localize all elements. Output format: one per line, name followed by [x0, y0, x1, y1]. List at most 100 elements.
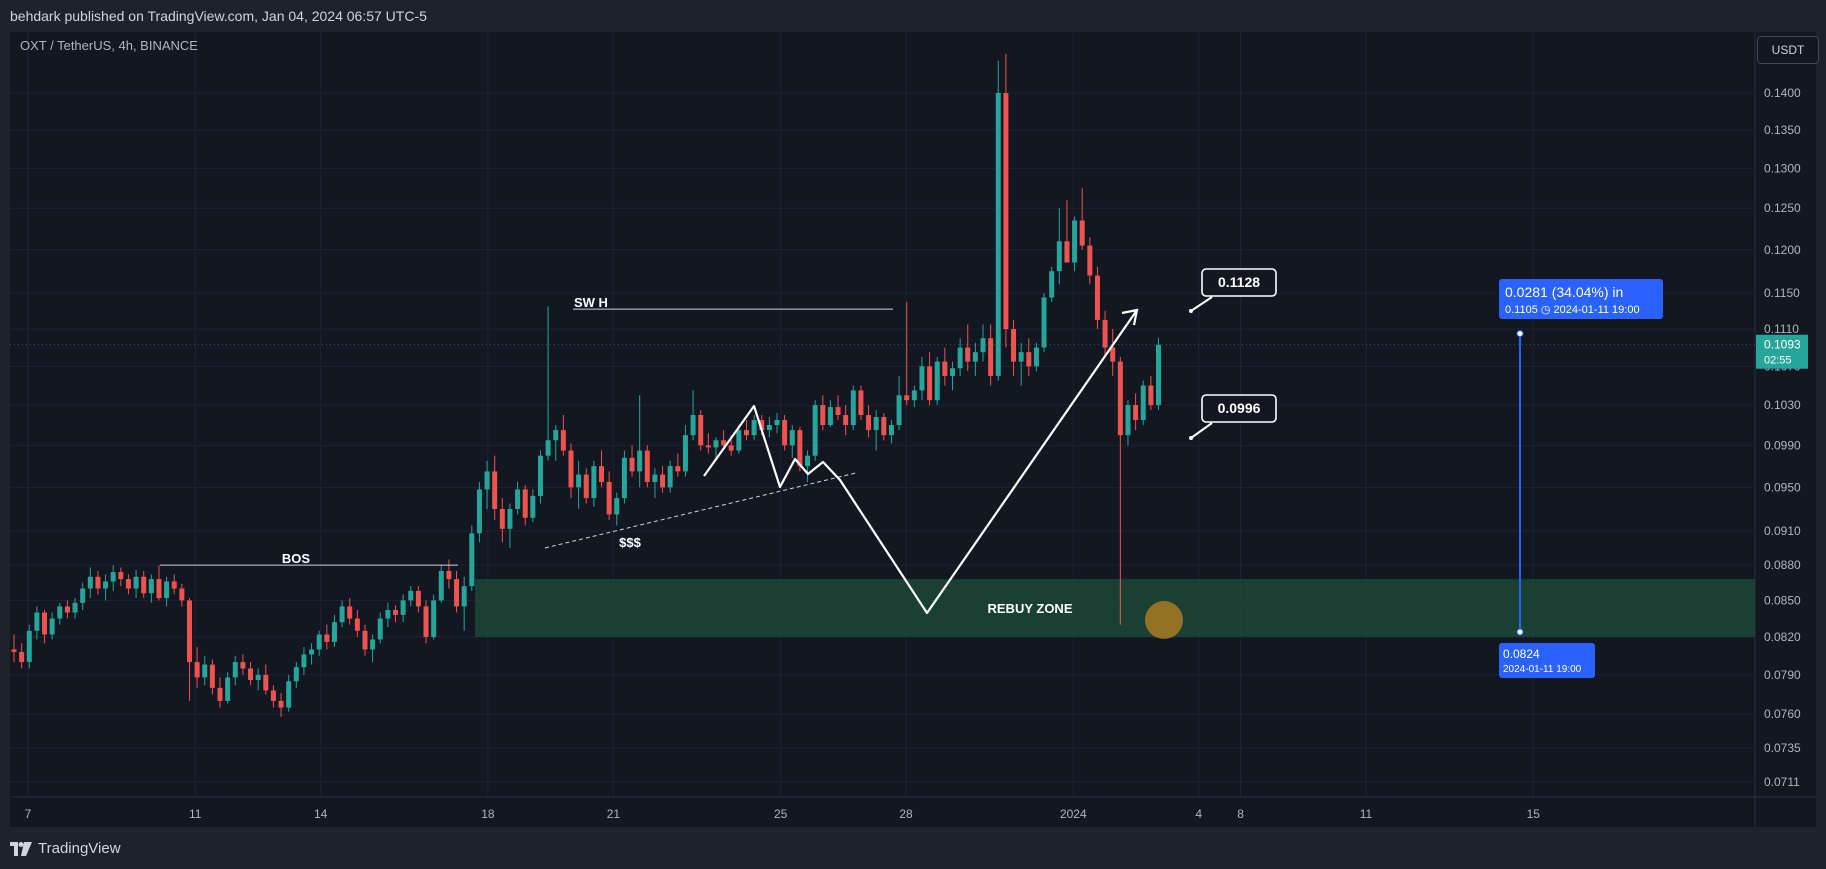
candle-body	[148, 579, 154, 594]
candle	[370, 634, 376, 663]
candle	[560, 415, 566, 456]
candle	[1117, 356, 1123, 625]
candle	[835, 395, 841, 421]
candle	[362, 624, 368, 656]
candle-body	[499, 508, 505, 529]
candle	[263, 664, 269, 695]
candle	[80, 582, 86, 611]
candle-body	[469, 533, 475, 587]
candle	[736, 425, 742, 454]
candle-body	[385, 610, 391, 619]
candle-body	[400, 600, 406, 615]
candle	[667, 460, 673, 493]
candle-body	[87, 576, 93, 589]
candle	[1026, 338, 1032, 376]
candle-body	[1011, 329, 1017, 362]
callout-high-box	[1201, 268, 1277, 297]
candle	[1133, 393, 1139, 431]
candle	[194, 646, 200, 688]
candle	[675, 453, 681, 477]
measure-top-label: 0.0281 (34.04%) in 0.1105 ◷ 2024-01-11 19…	[1499, 279, 1663, 319]
measure-top-box	[1499, 279, 1663, 319]
candle	[820, 395, 826, 431]
rebuy-zone-rect	[475, 579, 1755, 637]
candle-body	[591, 466, 597, 499]
candle	[347, 598, 353, 625]
candle	[141, 570, 147, 599]
candle-body	[324, 634, 330, 642]
candle-body	[103, 581, 109, 589]
candle	[553, 425, 559, 461]
candle	[469, 525, 475, 591]
candle-body	[42, 612, 48, 635]
candle	[713, 437, 719, 461]
candle	[125, 574, 131, 595]
y-tick-label: 0.0910	[1764, 524, 1801, 538]
candle-body	[675, 466, 681, 472]
candle	[26, 624, 32, 669]
candle-body	[11, 649, 17, 652]
candle-body	[331, 622, 337, 642]
x-tick-label: 14	[314, 807, 328, 821]
candle-body	[957, 347, 963, 369]
candle-body	[698, 415, 704, 446]
plot-area	[10, 32, 1755, 797]
candle	[782, 415, 788, 451]
candle	[438, 565, 444, 603]
candle-body	[858, 390, 864, 416]
candle-body	[1156, 344, 1161, 406]
candle-body	[652, 474, 658, 482]
callout-low-pointer	[1190, 422, 1213, 439]
candle-body	[637, 450, 643, 472]
candle-body	[301, 654, 307, 668]
publish-info-text: behdark published on TradingView.com, Ja…	[10, 8, 427, 24]
candle-body	[805, 455, 811, 467]
candle	[484, 460, 490, 509]
y-tick-label: 0.0711	[1764, 775, 1800, 789]
tradingview-brand-text: TradingView	[38, 840, 121, 857]
candle	[377, 612, 383, 644]
candle-body	[1110, 347, 1116, 362]
candle-body	[774, 420, 780, 426]
candle	[286, 674, 292, 712]
candle-body	[1018, 352, 1024, 362]
candle-body	[26, 630, 32, 663]
y-tick-label: 0.0990	[1764, 438, 1801, 452]
tradingview-logo-icon	[10, 841, 32, 856]
currency-button[interactable]: USDT	[1757, 36, 1819, 64]
candle	[652, 468, 658, 499]
x-tick-label: 11	[189, 807, 202, 821]
candle	[858, 385, 864, 421]
candle	[629, 445, 635, 477]
candle	[637, 395, 643, 488]
candle	[743, 420, 749, 441]
candle-body	[80, 588, 86, 603]
candle-body	[888, 425, 894, 436]
candle	[995, 60, 1001, 381]
tradingview-logo[interactable]: TradingView	[10, 840, 121, 857]
candle-body	[354, 618, 360, 631]
candle-body	[171, 581, 177, 589]
x-tick-label: 4	[1195, 807, 1202, 821]
candle	[599, 450, 605, 488]
candle	[301, 646, 307, 675]
candle	[1087, 237, 1093, 285]
candle	[393, 605, 398, 623]
wick-highlight-circle	[1145, 601, 1183, 639]
candle-body	[461, 586, 467, 607]
candle-body	[125, 579, 131, 589]
candle-body	[1087, 245, 1093, 276]
candle-body	[553, 430, 559, 441]
candle	[446, 559, 452, 589]
y-tick-label: 0.0790	[1764, 668, 1801, 682]
candle	[110, 565, 116, 591]
candle	[1049, 266, 1055, 302]
y-tick-label: 0.0820	[1764, 630, 1801, 644]
candle	[927, 352, 933, 406]
candle	[217, 677, 223, 708]
candle	[957, 338, 963, 376]
candle	[240, 654, 246, 675]
candle-body	[49, 618, 55, 635]
candle-body	[194, 662, 200, 678]
